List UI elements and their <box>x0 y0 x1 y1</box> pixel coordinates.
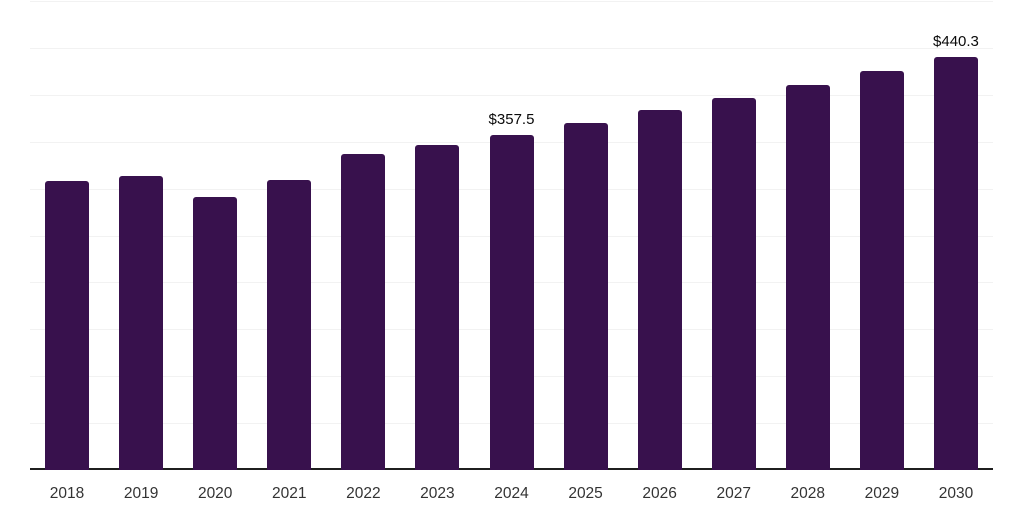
bar-2026 <box>637 110 682 470</box>
data-label-2030: $440.3 <box>933 33 979 50</box>
x-tick-label-2020: 2020 <box>197 485 233 502</box>
gridline-450 <box>30 47 993 49</box>
x-tick-label-2025: 2025 <box>568 485 603 502</box>
bar-2023 <box>415 145 460 470</box>
x-tick-label-2019: 2019 <box>123 485 159 502</box>
bar-2022 <box>341 154 386 470</box>
bar-2019 <box>119 176 164 470</box>
x-tick-label-2023: 2023 <box>420 485 455 502</box>
gridline-500 <box>30 1 993 2</box>
x-tick-label-2024: 2024 <box>494 485 529 502</box>
x-tick-label-2021: 2021 <box>272 485 307 502</box>
x-tick-label-2030: 2030 <box>938 485 974 502</box>
bar-2020 <box>193 196 238 470</box>
bar-2021 <box>267 179 312 470</box>
x-tick-label-2018: 2018 <box>49 485 85 502</box>
bar-2030 <box>933 57 978 470</box>
x-tick-label-2029: 2029 <box>864 485 900 502</box>
plot-area: 2018 2019 2020 2021 2022 2023 $357.5 2024 2025 20… <box>30 0 993 502</box>
bar-2027 <box>711 97 756 470</box>
x-tick-label-2028: 2028 <box>790 485 826 502</box>
data-label-2024: $357.5 <box>488 110 535 128</box>
x-tick-label-2026: 2026 <box>642 485 677 502</box>
bar-2025 <box>563 122 608 470</box>
gridline-400 <box>30 94 993 96</box>
bar-2024 <box>489 134 534 470</box>
x-tick-label-2027: 2027 <box>716 485 751 502</box>
bar-2028 <box>785 84 830 470</box>
x-tick-label-2022: 2022 <box>346 485 381 502</box>
bar-2029 <box>859 70 904 470</box>
bar-2018 <box>45 181 90 470</box>
